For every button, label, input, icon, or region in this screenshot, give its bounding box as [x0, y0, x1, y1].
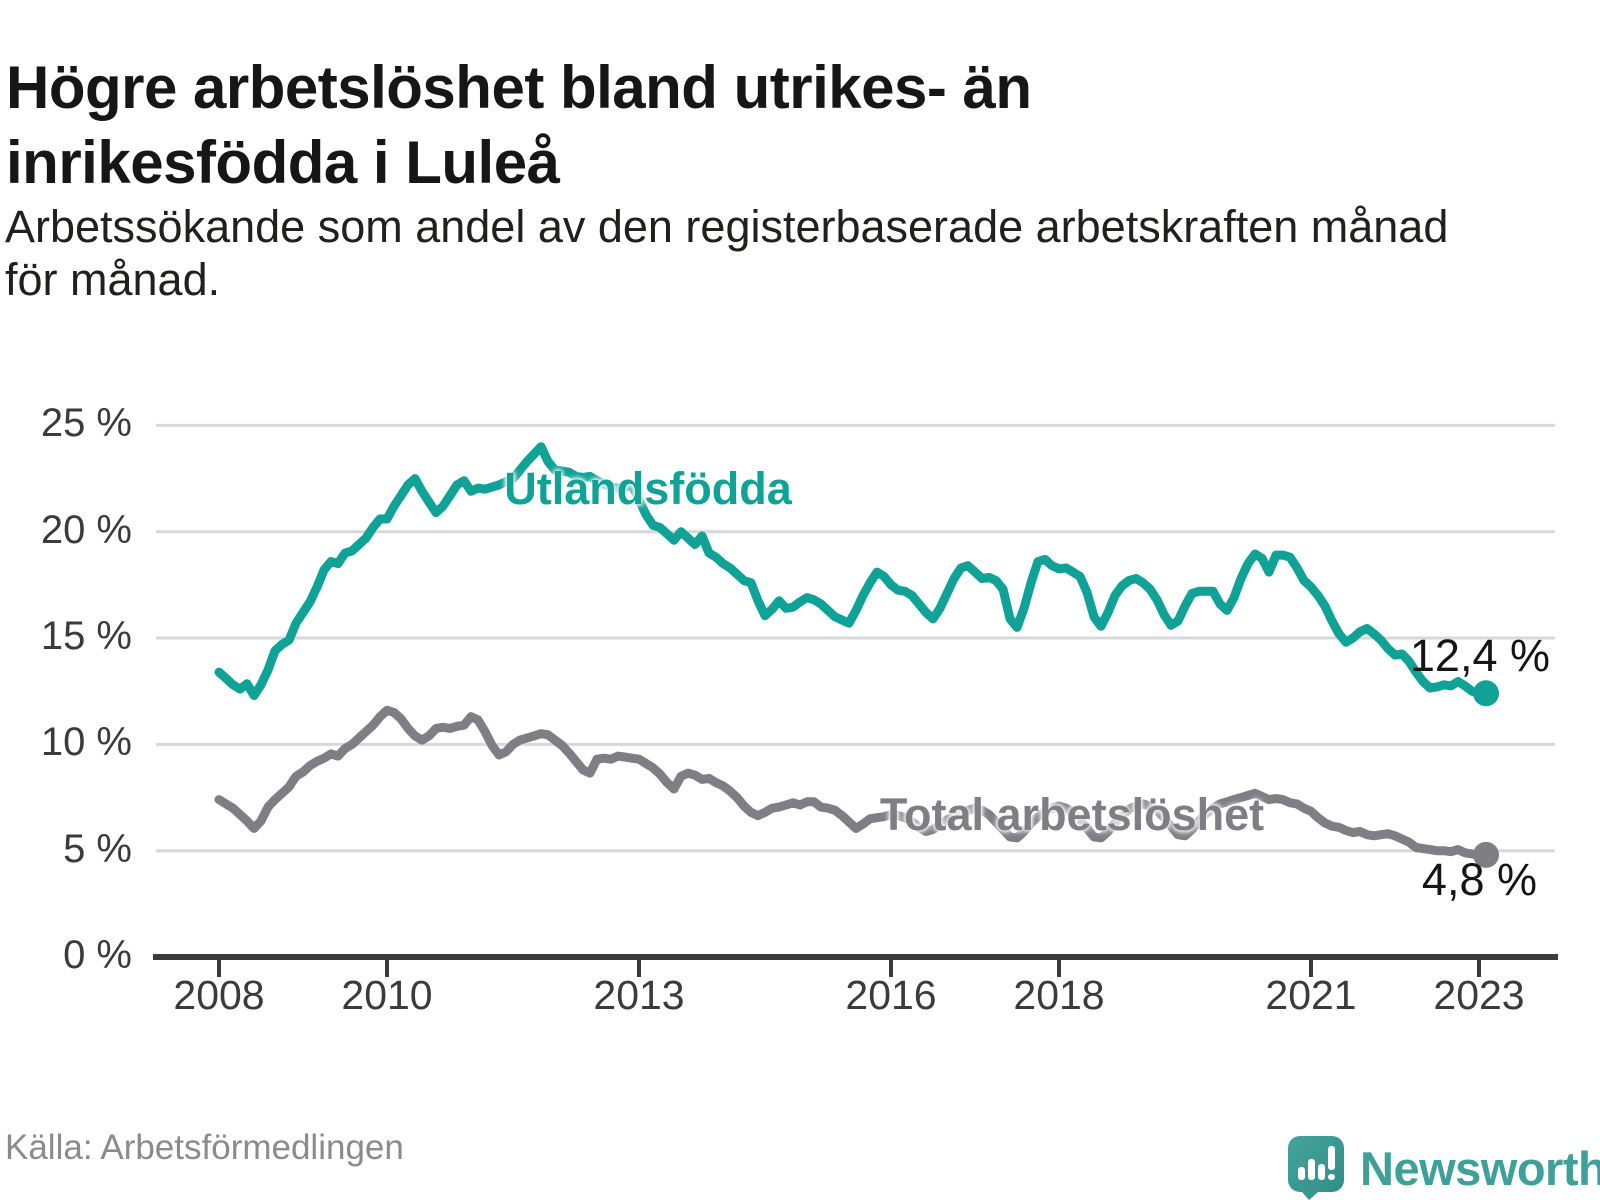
- end-value-label-utlandsfodda: 12,4 %: [1409, 630, 1550, 681]
- y-axis-label-20: 20 %: [40, 507, 132, 552]
- series-label-utlandsfodda: Utlandsfödda: [504, 463, 792, 514]
- exclamation-bar: [1328, 1146, 1335, 1170]
- x-axis-label-2008: 2008: [173, 972, 265, 1018]
- chart-subtitle: Arbetssökande som andel av den registerb…: [5, 200, 1448, 306]
- x-axis-label-2023: 2023: [1433, 972, 1525, 1018]
- y-axis-label-15: 15 %: [40, 614, 132, 659]
- series-label-total-arbetsloshet: Total arbetslöshet: [879, 789, 1265, 840]
- series-line-0: [214, 442, 1491, 700]
- x-axis-label-2013: 2013: [593, 972, 685, 1018]
- series-end-dot-1: [1473, 841, 1499, 868]
- y-axis-label-25: 25 %: [40, 401, 132, 446]
- page-title: Högre arbetslöshet bland utrikes- än inr…: [6, 50, 1032, 200]
- series-end-dot-0: [1473, 680, 1499, 707]
- title-line-2: inrikesfödda i Luleå: [6, 129, 560, 197]
- y-axis-label-0: 0 %: [63, 933, 132, 977]
- series-line-1: [214, 705, 1491, 860]
- bar-3: [1318, 1164, 1325, 1180]
- y-axis-label-5: 5 %: [63, 826, 132, 871]
- bar-1: [1298, 1167, 1305, 1180]
- source-note: Källa: Arbetsförmedlingen: [5, 1128, 404, 1167]
- speech-bubble-shape: [1288, 1136, 1344, 1200]
- newsworthy-wordmark: Newsworthy: [1360, 1141, 1600, 1195]
- end-value-label-total: 4,8 %: [1421, 854, 1537, 905]
- newsworthy-logo[interactable]: Newsworthy: [1288, 1136, 1600, 1200]
- newsworthy-icon: [1288, 1136, 1344, 1200]
- title-line-1: Högre arbetslöshet bland utrikes- än: [6, 54, 1032, 122]
- y-axis-label-10: 10 %: [40, 720, 132, 765]
- x-axis-label-2021: 2021: [1265, 972, 1357, 1018]
- exclamation-dot: [1328, 1174, 1335, 1180]
- subtitle-line-1: Arbetssökande som andel av den registerb…: [5, 201, 1449, 252]
- subtitle-line-2: för månad.: [5, 254, 221, 306]
- x-axis-label-2016: 2016: [845, 972, 937, 1018]
- x-axis-label-2010: 2010: [341, 972, 433, 1018]
- x-axis-label-2018: 2018: [1013, 972, 1105, 1018]
- bar-2: [1308, 1159, 1315, 1180]
